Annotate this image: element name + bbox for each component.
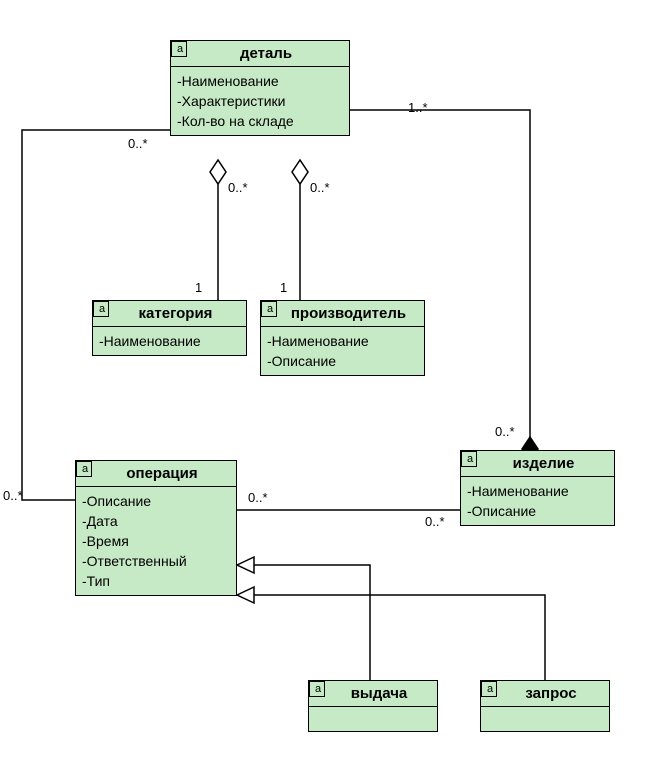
- class-marker: a: [76, 461, 92, 477]
- class-title: деталь: [171, 41, 349, 66]
- class-issue: a выдача: [308, 680, 438, 732]
- class-category: a категория -Наименование: [92, 300, 247, 356]
- multiplicity-label: 0..*: [425, 514, 445, 529]
- class-marker: a: [261, 301, 277, 317]
- class-title: операция: [76, 461, 236, 486]
- edge-request-operation: [254, 595, 545, 680]
- class-marker: a: [93, 301, 109, 317]
- class-marker: a: [481, 681, 497, 697]
- aggregation-diamond-manufacturer: [292, 160, 308, 184]
- aggregation-diamond-category: [210, 160, 226, 184]
- class-attr: -Наименование: [267, 331, 418, 351]
- class-attr: -Наименование: [177, 71, 343, 91]
- generalization-arrow-issue: [237, 557, 254, 573]
- class-attr: -Наименование: [99, 331, 240, 351]
- class-attr: -Кол-во на складе: [177, 111, 343, 131]
- class-attr: -Ответственный: [82, 551, 230, 571]
- class-attr: -Описание: [467, 501, 608, 521]
- class-attr: -Дата: [82, 511, 230, 531]
- class-product: a изделие -Наименование -Описание: [460, 450, 615, 526]
- class-detail: a деталь -Наименование -Характеристики -…: [170, 40, 350, 136]
- class-operation: a операция -Описание -Дата -Время -Ответ…: [75, 460, 237, 596]
- class-request: a запрос: [480, 680, 610, 732]
- class-attr: -Описание: [267, 351, 418, 371]
- class-marker: a: [171, 41, 187, 57]
- class-title: изделие: [461, 451, 614, 476]
- multiplicity-label: 0..*: [128, 136, 148, 151]
- class-marker: a: [461, 451, 477, 467]
- uml-class-diagram: { "diagram": { "type": "uml-class-diagra…: [0, 0, 660, 772]
- class-title: категория: [93, 301, 246, 326]
- class-attr: -Время: [82, 531, 230, 551]
- class-attr: -Описание: [82, 491, 230, 511]
- multiplicity-label: 0..*: [3, 488, 23, 503]
- multiplicity-label: 0..*: [310, 180, 330, 195]
- class-marker: a: [309, 681, 325, 697]
- multiplicity-label: 1: [280, 280, 287, 295]
- edge-issue-operation: [254, 565, 370, 680]
- class-attr: -Тип: [82, 571, 230, 591]
- class-attr: -Наименование: [467, 481, 608, 501]
- class-manufacturer: a производитель -Наименование -Описание: [260, 300, 425, 376]
- multiplicity-label: 0..*: [248, 490, 268, 505]
- multiplicity-label: 1: [195, 280, 202, 295]
- multiplicity-label: 0..*: [228, 180, 248, 195]
- class-title: запрос: [481, 681, 609, 706]
- class-attr: -Характеристики: [177, 91, 343, 111]
- multiplicity-label: 0..*: [495, 424, 515, 439]
- edge-detail-product: [350, 110, 530, 437]
- class-title: производитель: [261, 301, 424, 326]
- multiplicity-label: 1..*: [408, 100, 428, 115]
- class-title: выдача: [309, 681, 437, 706]
- generalization-arrow-request: [237, 587, 254, 603]
